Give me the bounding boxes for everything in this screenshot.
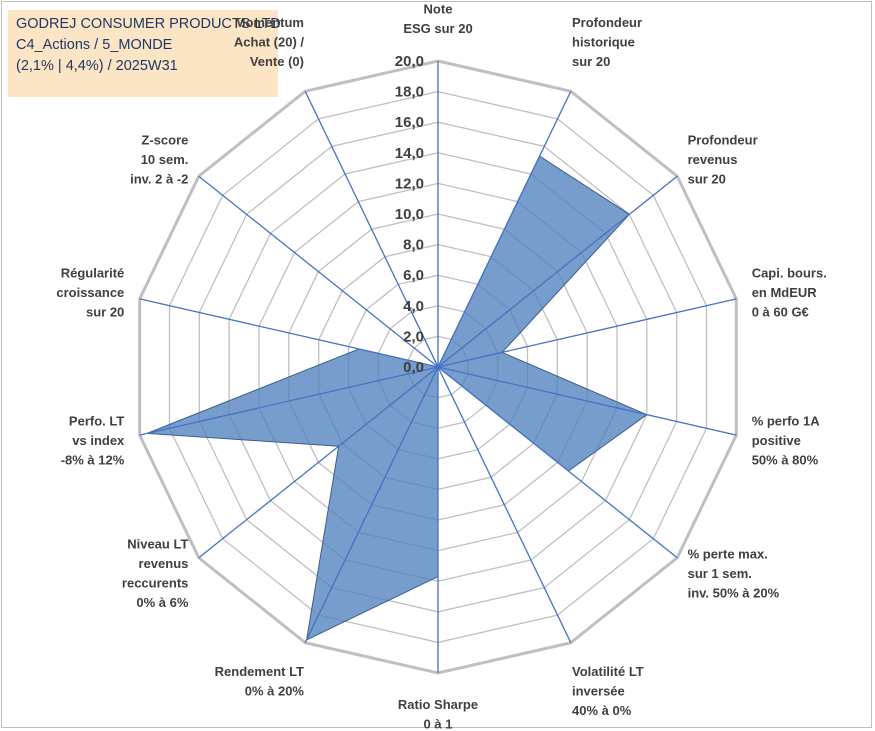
axis-label-5: % perte max. sur 1 sem. inv. 50% à 20% [688, 547, 780, 601]
axis-label-4-line-0: % perfo 1A [752, 413, 821, 428]
axis-label-9-line-2: reccurents [122, 576, 188, 591]
axis-label-3-line-2: 0 à 60 G€ [752, 305, 809, 320]
axis-label-13-line-0: Momentum [235, 15, 304, 30]
tick-label-8: 16,0 [395, 114, 424, 131]
axis-label-10-line-2: -8% à 12% [61, 452, 125, 467]
axis-label-13-line-2: Vente (0) [250, 54, 304, 69]
company-name: GODREJ CONSUMER PRODUCTS LTD [16, 16, 281, 32]
axis-label-9: Niveau LT revenus reccurents 0% à 6% [122, 537, 189, 611]
axis-label-3-line-0: Capi. bours. [752, 266, 827, 281]
axis-label-4-line-1: positive [752, 433, 801, 448]
axis-spoke-1 [437, 91, 572, 368]
tick-label-9: 18,0 [395, 84, 424, 101]
tick-label-4: 8,0 [403, 237, 424, 254]
axis-label-7: Ratio Sharpe 0 à 1 [398, 697, 478, 731]
axis-label-4: % perfo 1A positive 50% à 80% [752, 413, 821, 467]
axis-label-2-line-1: revenus [688, 152, 738, 167]
axis-spoke-6 [437, 366, 572, 643]
tick-label-10: 20,0 [395, 53, 424, 70]
axis-spoke-11 [139, 298, 439, 368]
axis-label-13: Momentum Achat (20) / Vente (0) [234, 15, 304, 69]
axis-label-8: Rendement LT 0% à 20% [215, 664, 305, 699]
axis-label-3-line-1: en MdEUR [752, 285, 818, 300]
tick-label-6: 12,0 [395, 175, 424, 192]
axis-spoke-5 [437, 366, 678, 559]
axis-label-9-line-3: 0% à 6% [136, 595, 188, 610]
axis-label-8-line-1: 0% à 20% [245, 684, 305, 699]
axis-spoke-10 [139, 366, 439, 436]
axis-spoke-13 [304, 91, 439, 368]
axis-spokes [139, 61, 737, 673]
axis-label-6: Volatilité LT inversée 40% à 0% [572, 664, 644, 718]
tick-label-7: 14,0 [395, 145, 424, 162]
axis-label-9-line-1: revenus [139, 556, 189, 571]
tick-labels: 0,0 2,0 4,0 6,0 8,0 10,0 12,0 14,0 16,0 18,0 20,0 [395, 53, 424, 376]
axis-label-12-line-1: 10 sem. [141, 152, 189, 167]
axis-label-11: Régularité croissance sur 20 [56, 266, 124, 320]
axis-label-12-line-2: inv. 2 à -2 [130, 172, 188, 187]
tick-label-5: 10,0 [395, 206, 424, 223]
axis-label-5-line-1: sur 1 sem. [688, 566, 752, 581]
axis-label-0-line-0: Note [424, 2, 453, 17]
axis-label-4-line-2: 50% à 80% [752, 452, 819, 467]
axis-label-1-line-1: historique [572, 34, 635, 49]
axis-label-12-line-0: Z-score [141, 133, 188, 148]
axis-label-11-line-2: sur 20 [86, 305, 124, 320]
axis-label-2-line-0: Profondeur [688, 133, 758, 148]
title-box: GODREJ CONSUMER PRODUCTS LTD C4_Actions … [8, 10, 281, 97]
axis-label-6-line-2: 40% à 0% [572, 703, 632, 718]
axis-label-11-line-1: croissance [56, 285, 124, 300]
axis-label-0: Note ESG sur 20 [403, 2, 472, 37]
tick-label-1: 2,0 [403, 328, 424, 345]
axis-spoke-4 [437, 366, 737, 436]
axis-label-6-line-0: Volatilité LT [572, 664, 644, 679]
axis-label-1: Profondeur historique sur 20 [572, 15, 642, 69]
axis-label-5-line-0: % perte max. [688, 547, 768, 562]
axis-label-11-line-0: Régularité [61, 266, 125, 281]
category: C4_Actions / 5_MONDE [16, 37, 173, 53]
axis-label-3: Capi. bours. en MdEUR 0 à 60 G€ [752, 266, 827, 320]
axis-spoke-9 [198, 366, 439, 559]
tick-label-3: 6,0 [403, 267, 424, 284]
axis-label-9-line-0: Niveau LT [127, 537, 188, 552]
axis-label-10-line-1: vs index [72, 433, 125, 448]
axis-label-6-line-1: inversée [572, 684, 625, 699]
axis-label-13-line-1: Achat (20) / [234, 34, 304, 49]
axis-label-1-line-2: sur 20 [572, 54, 610, 69]
axis-labels: Note ESG sur 20 Profondeur historique sur 20… [56, 2, 826, 731]
tick-label-2: 4,0 [403, 298, 424, 315]
axis-label-2: Profondeur revenus sur 20 [688, 133, 758, 187]
axis-label-10: Perfo. LT vs index -8% à 12% [61, 413, 125, 467]
axis-label-1-line-0: Profondeur [572, 15, 642, 30]
axis-label-10-line-0: Perfo. LT [69, 413, 124, 428]
axis-label-2-line-2: sur 20 [688, 172, 726, 187]
axis-label-0-line-1: ESG sur 20 [403, 21, 472, 36]
axis-spoke-12 [198, 175, 439, 368]
axis-label-7-line-1: 0 à 1 [424, 717, 453, 731]
axis-label-8-line-0: Rendement LT [215, 664, 304, 679]
axis-label-7-line-0: Ratio Sharpe [398, 697, 478, 712]
axis-spoke-2 [437, 175, 678, 368]
axis-label-5-line-2: inv. 50% à 20% [688, 586, 780, 601]
axis-spoke-8 [304, 366, 439, 643]
stats-week: (2,1% | 4,4%) / 2025W31 [16, 58, 178, 74]
axis-label-12: Z-score 10 sem. inv. 2 à -2 [130, 133, 188, 187]
axis-spoke-3 [437, 298, 737, 368]
tick-label-0: 0,0 [403, 359, 424, 376]
